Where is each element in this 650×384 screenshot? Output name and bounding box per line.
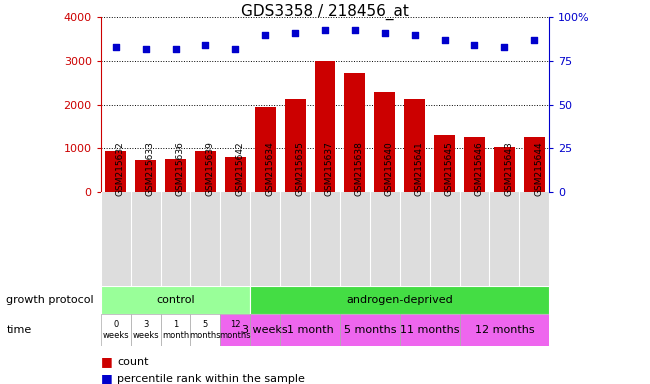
Bar: [250, 286, 549, 314]
Point: [200, 42, 211, 48]
Text: GSM215633: GSM215633: [146, 141, 155, 196]
Bar: [400, 314, 460, 346]
Bar: [374, 93, 395, 192]
Text: GSM215643: GSM215643: [504, 141, 514, 196]
Text: GSM215641: GSM215641: [415, 141, 424, 196]
Bar: [255, 107, 276, 192]
Bar: [220, 314, 250, 346]
Point: [350, 26, 360, 33]
Bar: [195, 151, 216, 192]
Point: [290, 30, 300, 36]
Text: 11 months: 11 months: [400, 325, 460, 335]
Bar: [135, 160, 156, 192]
Text: 5 months: 5 months: [344, 325, 396, 335]
Point: [230, 46, 240, 52]
Point: [499, 44, 510, 50]
Text: 5
months: 5 months: [190, 320, 221, 340]
Bar: [250, 314, 280, 346]
Point: [529, 37, 539, 43]
Bar: [460, 314, 549, 346]
Text: 12
months: 12 months: [220, 320, 251, 340]
Text: control: control: [156, 295, 195, 305]
Bar: [404, 99, 425, 192]
Bar: [285, 99, 306, 192]
Text: ■: ■: [101, 355, 116, 368]
Point: [140, 46, 151, 52]
Text: 1
month: 1 month: [162, 320, 189, 340]
Text: growth protocol: growth protocol: [6, 295, 94, 305]
Text: GSM215639: GSM215639: [205, 141, 214, 196]
Text: GSM215632: GSM215632: [116, 141, 125, 196]
Text: 3
weeks: 3 weeks: [133, 320, 159, 340]
Point: [439, 37, 450, 43]
Bar: [464, 137, 485, 192]
Text: GSM215640: GSM215640: [385, 141, 394, 196]
Bar: [315, 61, 335, 192]
Point: [410, 32, 420, 38]
Text: 12 months: 12 months: [474, 325, 534, 335]
Bar: [131, 314, 161, 346]
Text: GSM215636: GSM215636: [176, 141, 185, 196]
Bar: [165, 159, 186, 192]
Text: GSM215634: GSM215634: [265, 141, 274, 196]
Bar: [161, 314, 190, 346]
Bar: [190, 314, 220, 346]
Point: [380, 30, 390, 36]
Text: 3 weeks: 3 weeks: [242, 325, 288, 335]
Point: [111, 44, 121, 50]
Bar: [101, 286, 250, 314]
Bar: [105, 151, 126, 192]
Text: GSM215638: GSM215638: [355, 141, 364, 196]
Text: GSM215637: GSM215637: [325, 141, 334, 196]
Text: GSM215645: GSM215645: [445, 141, 454, 196]
Text: GSM215646: GSM215646: [474, 141, 484, 196]
Text: ■: ■: [101, 372, 116, 384]
Text: 1 month: 1 month: [287, 325, 333, 335]
Text: GSM215644: GSM215644: [534, 141, 543, 196]
Point: [320, 26, 330, 33]
Bar: [225, 157, 246, 192]
Bar: [101, 314, 131, 346]
Bar: [280, 314, 340, 346]
Text: GDS3358 / 218456_at: GDS3358 / 218456_at: [241, 4, 409, 20]
Bar: [340, 314, 400, 346]
Bar: [524, 137, 545, 192]
Text: androgen-deprived: androgen-deprived: [346, 295, 453, 305]
Point: [469, 42, 480, 48]
Text: GSM215642: GSM215642: [235, 141, 244, 196]
Point: [170, 46, 181, 52]
Point: [260, 32, 270, 38]
Bar: [434, 135, 455, 192]
Bar: [344, 73, 365, 192]
Text: count: count: [117, 357, 148, 367]
Text: GSM215635: GSM215635: [295, 141, 304, 196]
Text: percentile rank within the sample: percentile rank within the sample: [117, 374, 305, 384]
Bar: [494, 147, 515, 192]
Text: 0
weeks: 0 weeks: [103, 320, 129, 340]
Text: time: time: [6, 325, 32, 335]
